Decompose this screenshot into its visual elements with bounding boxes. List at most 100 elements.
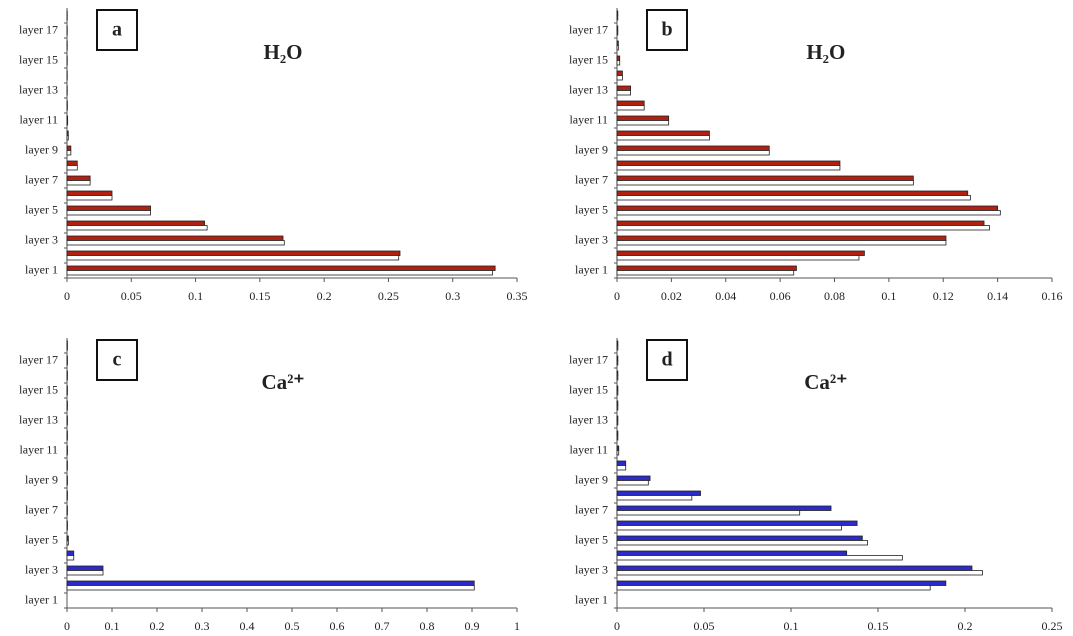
- bar: [66, 180, 91, 186]
- bar: [616, 490, 701, 496]
- bar: [616, 385, 619, 391]
- y-tick-label: layer 15: [19, 52, 58, 66]
- bar: [66, 550, 75, 556]
- bar: [616, 180, 914, 186]
- x-tick-label: 0.1: [784, 619, 799, 633]
- bar: [616, 220, 985, 226]
- bar: [616, 540, 868, 546]
- bar: [66, 130, 69, 136]
- bar: [616, 585, 931, 591]
- bar: [616, 270, 795, 276]
- bar: [66, 220, 205, 226]
- bar: [616, 435, 619, 441]
- y-tick-label: layer 17: [569, 352, 608, 366]
- bar: [616, 10, 619, 16]
- bar: [66, 190, 113, 196]
- x-tick-label: 0.08: [824, 289, 845, 303]
- bar: [616, 115, 670, 121]
- x-tick-label: 0: [614, 289, 620, 303]
- bar: [616, 135, 710, 141]
- bar: [616, 340, 619, 346]
- x-tick-label: 0.16: [1042, 289, 1063, 303]
- x-tick-label: 0.5: [285, 619, 300, 633]
- bar: [616, 100, 645, 106]
- bar: [616, 390, 619, 396]
- panel-box: [96, 9, 138, 51]
- x-tick-label: 0: [64, 289, 70, 303]
- bar: [616, 120, 670, 126]
- bar: [616, 445, 620, 451]
- bar: [616, 415, 619, 421]
- y-tick-label: layer 3: [575, 562, 608, 576]
- y-tick-label: layer 17: [19, 352, 58, 366]
- y-tick-label: layer 11: [569, 442, 608, 456]
- bar: [66, 195, 113, 201]
- y-tick-label: layer 9: [25, 472, 58, 486]
- x-tick-label: 0.1: [105, 619, 120, 633]
- x-tick-label: 0.25: [378, 289, 399, 303]
- bar: [616, 60, 621, 66]
- x-tick-label: 0: [64, 619, 70, 633]
- bar: [66, 165, 78, 171]
- bar: [616, 145, 770, 151]
- y-tick-label: layer 11: [19, 442, 58, 456]
- chart-title: H₂O: [264, 40, 303, 64]
- x-tick-label: 0.14: [987, 289, 1008, 303]
- y-tick-label: layer 3: [25, 562, 58, 576]
- bar: [616, 580, 947, 586]
- x-tick-label: 0.02: [661, 289, 682, 303]
- bar: [616, 535, 863, 541]
- bar: [616, 225, 990, 231]
- bar: [66, 145, 72, 151]
- bar: [66, 250, 401, 256]
- bar: [616, 400, 619, 406]
- bar: [616, 240, 947, 246]
- bar: [616, 355, 619, 361]
- y-tick-label: layer 5: [25, 202, 58, 216]
- bar: [616, 195, 971, 201]
- panel-box: [646, 9, 688, 51]
- bar: [616, 525, 842, 531]
- y-tick-label: layer 9: [25, 142, 58, 156]
- chart-title: Ca²⁺: [804, 370, 847, 394]
- bar: [66, 115, 69, 121]
- bar: [616, 370, 619, 376]
- y-tick-label: layer 1: [25, 262, 58, 276]
- bar: [616, 150, 770, 156]
- x-tick-label: 0.25: [1042, 619, 1063, 633]
- y-tick-label: layer 7: [575, 502, 608, 516]
- panel-label: b: [661, 19, 672, 41]
- bar: [616, 465, 627, 471]
- bar: [616, 75, 623, 81]
- x-tick-label: 0.04: [715, 289, 736, 303]
- x-tick-label: 0.35: [507, 289, 528, 303]
- y-tick-label: layer 1: [575, 592, 608, 606]
- y-tick-label: layer 5: [25, 532, 58, 546]
- bar: [616, 40, 619, 46]
- bar: [616, 430, 619, 436]
- y-tick-label: layer 13: [569, 82, 608, 96]
- bar: [616, 15, 619, 21]
- panel-box: [646, 339, 688, 381]
- bar: [66, 535, 69, 541]
- x-tick-label: 0.05: [694, 619, 715, 633]
- x-tick-label: 0.1: [881, 289, 896, 303]
- y-tick-label: layer 7: [25, 502, 58, 516]
- bar: [616, 25, 619, 31]
- chart-title: H₂O: [806, 40, 845, 64]
- bar: [616, 70, 623, 76]
- x-tick-label: 0.2: [317, 289, 332, 303]
- y-tick-label: layer 9: [575, 472, 608, 486]
- y-tick-label: layer 15: [19, 382, 58, 396]
- x-tick-label: 0.15: [868, 619, 889, 633]
- x-tick-label: 0.06: [770, 289, 791, 303]
- bar: [616, 130, 710, 136]
- bar: [616, 235, 947, 241]
- y-tick-label: layer 1: [25, 592, 58, 606]
- bar: [616, 570, 983, 576]
- x-tick-label: 0: [614, 619, 620, 633]
- bar: [616, 520, 858, 526]
- y-tick-label: layer 9: [575, 142, 608, 156]
- x-tick-label: 0.1: [188, 289, 203, 303]
